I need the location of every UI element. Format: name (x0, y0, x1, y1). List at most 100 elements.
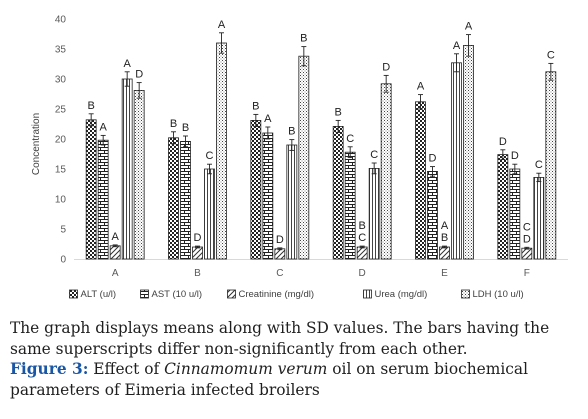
legend-swatch (461, 289, 470, 299)
legend-swatch (69, 289, 78, 299)
caption-species: Cinnamomum verum (164, 360, 328, 378)
bar (439, 246, 450, 260)
figure-label: Figure 3: (10, 360, 89, 378)
significance-letter: C (370, 149, 378, 161)
x-tick-label: D (359, 268, 366, 279)
significance-letter: B (182, 122, 189, 134)
bar (109, 245, 121, 260)
bar (85, 119, 97, 260)
bar (415, 101, 426, 260)
x-tick-label: F (524, 268, 530, 279)
bar (274, 248, 286, 260)
y-tick-label: 10 (55, 195, 67, 206)
bar (133, 90, 145, 260)
y-tick-label: 25 (55, 105, 67, 116)
significance-letter: A (264, 113, 272, 125)
significance-letter: B (170, 118, 177, 130)
figure-caption: The graph displays means along with SD v… (10, 318, 584, 400)
significance-letter: D (429, 153, 437, 165)
y-tick-label: 20 (55, 135, 67, 146)
bar (497, 154, 509, 260)
bar (204, 168, 215, 260)
significance-letter: A (111, 231, 119, 243)
significance-letter: B (87, 100, 94, 112)
significance-letter: D (135, 69, 143, 81)
bar (521, 247, 533, 260)
significance-letter: B (252, 100, 259, 112)
significance-letter: C (206, 150, 214, 162)
legend-label: Creatinine (mg/dl) (239, 289, 315, 300)
significance-letter: A (99, 121, 107, 133)
bar (250, 120, 262, 260)
significance-letter: D (194, 232, 202, 244)
bar (451, 62, 462, 260)
legend-label: AST (10 u/l) (152, 289, 203, 300)
bar (533, 176, 545, 260)
legend-swatch (227, 289, 236, 299)
significance-letter: B (441, 232, 448, 244)
significance-letter: B (288, 126, 295, 138)
significance-letter: D (511, 150, 519, 162)
x-tick-label: E (441, 268, 448, 279)
bar (180, 140, 191, 260)
significance-letter: A (123, 58, 131, 70)
legend-label: Urea (mg/dl) (375, 289, 428, 300)
y-tick-label: 15 (55, 165, 67, 176)
legend-swatch (140, 289, 149, 299)
y-tick-label: 5 (60, 225, 66, 236)
significance-letter: D (499, 136, 507, 148)
significance-letter: A (218, 19, 226, 31)
significance-letter: C (547, 49, 555, 61)
significance-letter: D (382, 61, 390, 73)
significance-letter: A (465, 21, 473, 33)
bar (216, 42, 227, 260)
significance-letter: A (417, 81, 425, 93)
bar (97, 139, 109, 260)
x-tick-label: C (276, 268, 283, 279)
significance-letter: B (358, 220, 365, 232)
bar (262, 132, 274, 260)
legend-label: LDH (10 u/l) (473, 289, 524, 300)
caption-title-suffix: oil on serum biochemical parameters of E… (10, 360, 528, 399)
bar (298, 55, 310, 260)
significance-letter: C (523, 221, 531, 233)
bar (356, 246, 368, 260)
legend-swatch (363, 289, 372, 299)
legend-label: ALT (u/l) (81, 289, 117, 300)
bar (380, 83, 392, 260)
y-tick-label: 40 (55, 15, 67, 26)
significance-letter: D (523, 233, 531, 245)
significance-letter: D (276, 234, 284, 246)
significance-letter: A (453, 40, 461, 52)
x-tick-label: B (194, 268, 201, 279)
y-tick-label: 30 (55, 75, 67, 86)
bar (344, 151, 356, 260)
bar (463, 45, 474, 260)
y-axis-label: Concentration (31, 113, 42, 175)
bar (427, 170, 438, 260)
y-tick-label: 0 (60, 255, 66, 266)
bar (286, 144, 298, 260)
significance-letter: C (535, 159, 543, 171)
significance-letter: B (334, 106, 341, 118)
bar (368, 167, 380, 260)
caption-title: Figure 3: Effect of Cinnamomum verum oil… (10, 359, 584, 400)
significance-letter: C (358, 232, 366, 244)
x-tick-label: A (112, 268, 119, 279)
significance-letter: C (346, 133, 354, 145)
caption-note: The graph displays means along with SD v… (10, 319, 550, 358)
bar (545, 71, 557, 260)
significance-letter: A (441, 220, 449, 232)
significance-letter: B (300, 33, 307, 45)
bar (168, 137, 179, 260)
chart-legend: ALT (u/l) AST (10 u/l) Creatinine (mg/dl) U… (69, 289, 524, 300)
y-tick-label: 35 (55, 45, 67, 56)
bar (509, 168, 521, 260)
bar (121, 78, 133, 260)
bar (192, 246, 203, 260)
bar (332, 126, 344, 260)
caption-title-prefix: Effect of (93, 360, 160, 378)
